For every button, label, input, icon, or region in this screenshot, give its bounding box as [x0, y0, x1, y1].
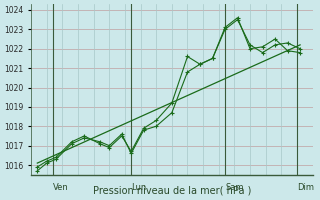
X-axis label: Pression niveau de la mer( hPa ): Pression niveau de la mer( hPa )	[93, 186, 251, 196]
Text: Sam: Sam	[225, 183, 244, 192]
Text: Dim: Dim	[297, 183, 314, 192]
Text: Lun: Lun	[131, 183, 147, 192]
Text: Ven: Ven	[53, 183, 69, 192]
